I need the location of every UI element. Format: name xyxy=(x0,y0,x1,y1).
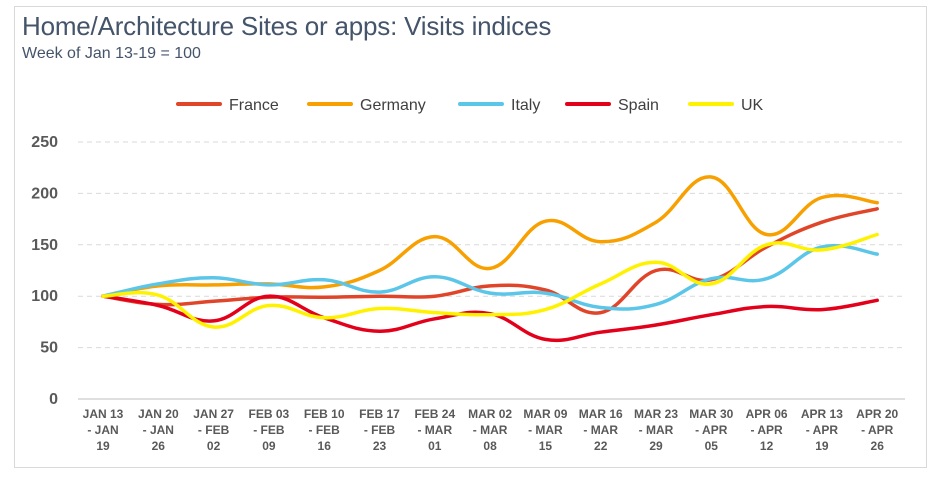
legend-label-italy: Italy xyxy=(511,97,540,114)
y-tick-label: 150 xyxy=(31,237,58,254)
x-axis: JAN 13- JAN 19 JAN 20- JAN 26 JAN 27- FEB 02 F… xyxy=(83,407,899,453)
series-line-germany xyxy=(101,175,879,298)
series-line-uk xyxy=(101,232,879,329)
legend-label-germany: Germany xyxy=(360,97,426,114)
x-tick-label: FEB 24- MAR 01 xyxy=(414,407,455,453)
x-tick-label: JAN 27- FEB 02 xyxy=(193,407,234,453)
legend-label-uk: UK xyxy=(741,97,764,114)
y-tick-label: 0 xyxy=(49,391,58,408)
gridlines xyxy=(78,141,905,400)
x-tick-label: MAR 09- MAR 15 xyxy=(523,407,567,453)
x-tick-label: APR 06- APR 12 xyxy=(746,407,788,453)
series-lines xyxy=(101,175,879,343)
chart-frame xyxy=(14,6,927,468)
legend-label-france: France xyxy=(229,97,279,114)
legend: France Germany Italy Spain UK xyxy=(176,97,764,114)
x-tick-label: FEB 10- FEB 16 xyxy=(304,407,345,453)
y-tick-label: 100 xyxy=(31,288,58,305)
y-tick-label: 200 xyxy=(31,185,58,202)
legend-label-spain: Spain xyxy=(618,97,659,114)
x-tick-label: APR 13- APR 19 xyxy=(801,407,843,453)
chart-subtitle: Week of Jan 13-19 = 100 xyxy=(22,45,201,62)
x-tick-label: MAR 16- MAR 22 xyxy=(579,407,623,453)
x-tick-label: JAN 13- JAN 19 xyxy=(83,407,124,453)
chart-title: Home/Architecture Sites or apps: Visits … xyxy=(22,11,552,41)
x-tick-label: MAR 30- APR 05 xyxy=(689,407,733,453)
x-tick-label: FEB 03- FEB 09 xyxy=(249,407,290,453)
x-tick-label: MAR 02- MAR 08 xyxy=(468,407,512,453)
x-tick-label: FEB 17- FEB 23 xyxy=(359,407,400,453)
series-line-italy xyxy=(101,243,879,311)
y-axis: 0 50 100 150 200 250 xyxy=(31,134,58,408)
series-line-spain xyxy=(101,294,879,343)
x-tick-label: JAN 20- JAN 26 xyxy=(138,407,179,453)
x-tick-label: APR 20- APR 26 xyxy=(856,407,898,453)
y-tick-label: 50 xyxy=(40,340,58,357)
series-line-france xyxy=(101,207,879,315)
y-tick-label: 250 xyxy=(31,134,58,151)
x-tick-label: MAR 23- MAR 29 xyxy=(634,407,678,453)
